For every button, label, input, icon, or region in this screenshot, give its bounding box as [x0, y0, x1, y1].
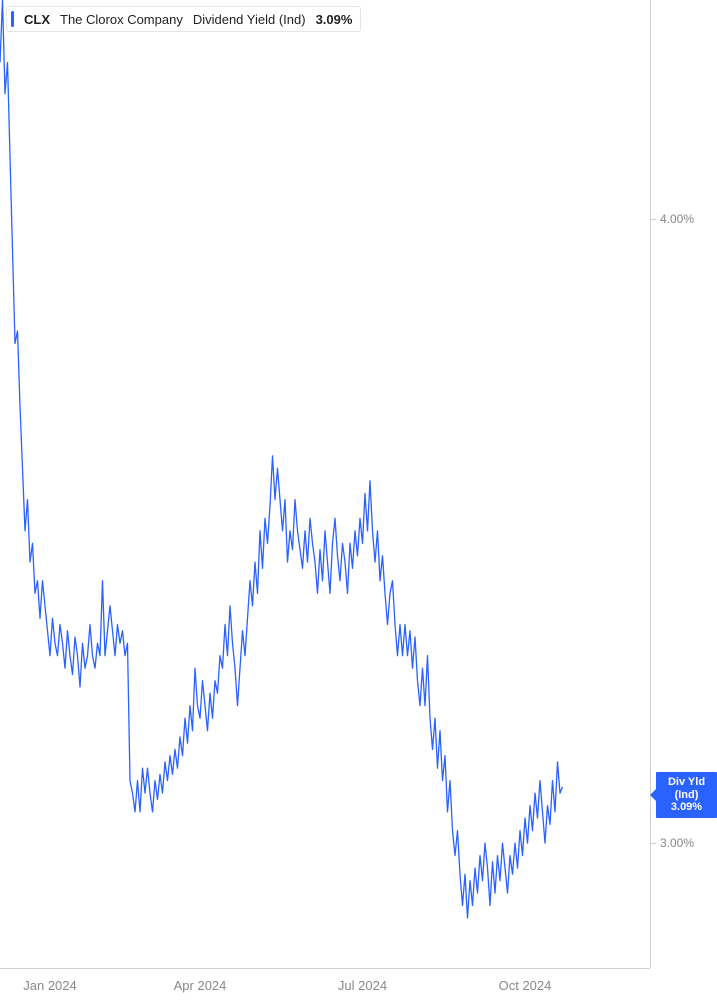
y-tick: [650, 219, 656, 220]
y-tick: [650, 843, 656, 844]
x-axis-label: Jul 2024: [338, 978, 387, 993]
badge-value: 3.09%: [662, 801, 711, 814]
line-chart[interactable]: [0, 0, 717, 1005]
dividend-yield-line: [0, 0, 563, 918]
x-axis-label: Jan 2024: [23, 978, 77, 993]
x-axis-line: [0, 968, 650, 969]
x-axis-label: Apr 2024: [174, 978, 227, 993]
y-axis-label: 4.00%: [660, 212, 694, 226]
current-value-badge: Div Yld (Ind) 3.09%: [656, 772, 717, 818]
y-axis-line: [650, 0, 651, 968]
badge-label: Div Yld (Ind): [662, 776, 711, 801]
y-axis-label: 3.00%: [660, 836, 694, 850]
x-axis-label: Oct 2024: [499, 978, 552, 993]
